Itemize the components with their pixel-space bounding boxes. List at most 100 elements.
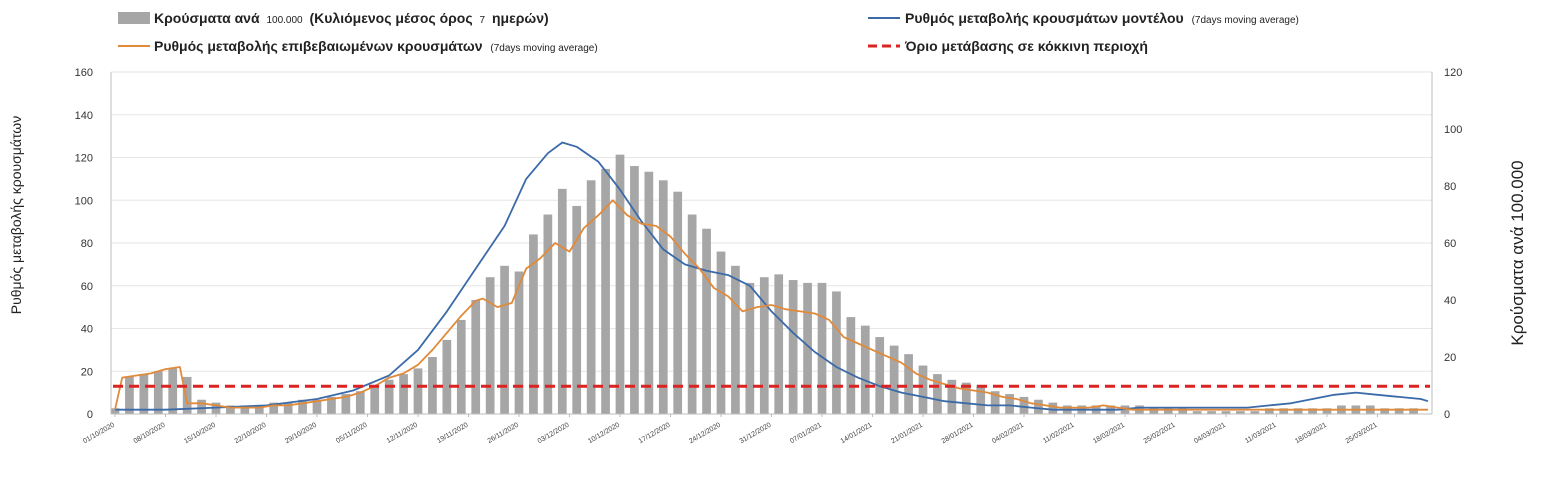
bar-65	[1048, 402, 1058, 414]
x-tick-label-10: 10/12/2020	[587, 422, 621, 446]
bar-77	[1221, 411, 1231, 414]
svg-text:Ρυθμός μεταβολής κρουσμάτων μο: Ρυθμός μεταβολής κρουσμάτων μοντέλου (7d…	[905, 10, 1299, 26]
legend-label-bars-small2: 7	[480, 15, 486, 26]
bar-21	[413, 368, 423, 414]
bar-45	[759, 277, 769, 414]
x-tick-label-19: 11/02/2021	[1042, 422, 1075, 445]
bar-11	[269, 402, 279, 414]
x-tick-label-5: 05/11/2020	[335, 422, 368, 445]
x-tick-label-3: 22/10/2020	[234, 422, 268, 446]
bar-88	[1380, 408, 1390, 414]
y-right-tick-label-5: 100	[1444, 124, 1462, 136]
legend-item-model: Ρυθμός μεταβολής κρουσμάτων μοντέλου (7d…	[868, 10, 1299, 26]
bar-84	[1322, 408, 1332, 414]
bar-series	[110, 154, 1418, 414]
bar-58	[947, 379, 957, 414]
bar-53	[875, 337, 885, 414]
y-left-tick-label-8: 160	[75, 67, 93, 79]
bar-34	[601, 168, 610, 414]
x-tick-label-17: 28/01/2021	[941, 422, 975, 446]
series-line-2	[114, 199, 1428, 411]
bar-64	[1034, 399, 1043, 414]
bar-14	[312, 399, 322, 414]
legend: Κρούσματα ανά 100.000 (Κυλιόμενος μέσος …	[118, 10, 1299, 54]
bar-72	[1149, 408, 1159, 414]
legend-label-threshold: Όριο μετάβασης σε κόκκινη περιοχή	[904, 38, 1148, 54]
x-tick-label-4: 29/10/2020	[284, 422, 318, 446]
bar-32	[572, 205, 582, 414]
x-tick-label-25: 25/03/2021	[1345, 422, 1379, 446]
bar-61	[990, 391, 1000, 414]
x-tick-label-21: 25/02/2021	[1143, 422, 1177, 446]
x-tick-label-13: 31/12/2020	[739, 422, 773, 446]
y-right-tick-label-3: 60	[1444, 238, 1456, 250]
bar-9	[240, 405, 250, 414]
bar-43	[731, 265, 740, 414]
bar-25	[471, 300, 481, 414]
bar-60	[976, 385, 986, 414]
line-series	[113, 141, 1430, 411]
bar-81	[1279, 408, 1289, 414]
svg-text:Κρούσματα ανά 100.000: Κρούσματα ανά 100.000 (Κυλιόμενος μέσος …	[154, 10, 549, 26]
y-left-tick-label-2: 40	[81, 324, 93, 336]
x-tick-label-7: 19/11/2020	[436, 422, 469, 445]
bar-40	[687, 214, 697, 414]
bar-75	[1192, 411, 1202, 414]
bar-0	[110, 408, 120, 414]
bar-49	[817, 282, 827, 414]
bar-51	[846, 317, 856, 414]
bar-54	[889, 345, 899, 414]
x-tick-label-23: 11/03/2021	[1244, 422, 1277, 445]
bar-28	[514, 271, 524, 414]
bar-76	[1207, 411, 1216, 414]
x-tick-label-20: 18/02/2021	[1092, 422, 1126, 446]
legend-label-model-small: (7days moving average)	[1192, 15, 1299, 26]
bar-73	[1163, 408, 1173, 414]
series-line-1	[115, 141, 1429, 411]
y-left-tick-label-4: 80	[81, 238, 93, 250]
bar-59	[961, 382, 971, 414]
gridlines	[111, 71, 1432, 415]
x-tick-label-15: 14/01/2021	[840, 422, 874, 446]
bar-29	[529, 234, 538, 414]
legend-item-threshold: Όριο μετάβασης σε κόκκινη περιοχή	[868, 38, 1148, 54]
bar-1	[125, 376, 134, 414]
bar-33	[586, 180, 596, 414]
bar-52	[860, 325, 870, 414]
bar-57	[933, 374, 942, 414]
bar-22	[428, 357, 437, 414]
bar-55	[904, 354, 913, 414]
bar-10	[254, 405, 264, 414]
bar-2	[139, 374, 149, 414]
y-right-tick-label-2: 40	[1444, 295, 1456, 307]
bar-50	[832, 291, 841, 414]
legend-item-confirmed: Ρυθμός μεταβολής επιβεβαιωμένων κρουσμάτ…	[118, 38, 598, 54]
bar-83	[1308, 408, 1317, 414]
x-tick-label-16: 21/01/2021	[890, 422, 924, 446]
y-right-tick-label-0: 0	[1444, 409, 1450, 421]
x-tick-label-24: 18/03/2021	[1294, 422, 1328, 446]
legend-label-bars-2: (Κυλιόμενος μέσος όρος	[310, 10, 473, 26]
bar-6	[197, 399, 206, 414]
y-right-tick-label-1: 20	[1444, 352, 1456, 364]
legend-item-bars: Κρούσματα ανά 100.000 (Κυλιόμενος μέσος …	[118, 10, 549, 26]
bar-48	[803, 282, 812, 414]
y-right-tick-label-6: 120	[1444, 67, 1462, 79]
bar-4	[168, 368, 178, 414]
bar-27	[500, 265, 509, 414]
bar-47	[788, 280, 798, 414]
bar-56	[918, 365, 928, 414]
bar-5	[182, 376, 192, 414]
y-left-tick-label-6: 120	[75, 153, 93, 165]
bar-79	[1250, 411, 1260, 414]
legend-label-confirmed-small: (7days moving average)	[490, 43, 597, 54]
bar-19	[384, 379, 394, 414]
bar-31	[557, 188, 567, 414]
bar-35	[615, 154, 625, 414]
bar-44	[745, 282, 755, 414]
bar-26	[485, 277, 495, 414]
x-tick-label-18: 04/02/2021	[991, 422, 1025, 446]
bar-8	[226, 405, 235, 414]
bar-74	[1178, 408, 1188, 414]
legend-label-model: Ρυθμός μεταβολής κρουσμάτων μοντέλου	[905, 10, 1184, 26]
